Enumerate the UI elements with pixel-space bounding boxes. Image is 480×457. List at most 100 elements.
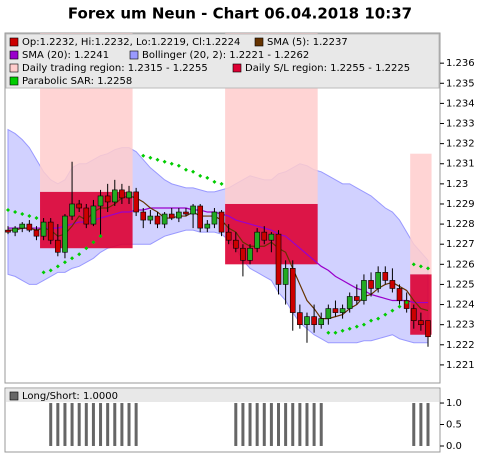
sar-dot (340, 328, 345, 333)
long-short-bar (298, 403, 302, 446)
candle-body (190, 205, 196, 215)
candle-body (368, 280, 374, 289)
legend-swatch (232, 63, 242, 73)
sar-dot (205, 175, 210, 180)
sar-dot (27, 214, 32, 219)
sar-dot (148, 155, 153, 160)
long-short-bar (262, 403, 266, 446)
sar-dot (98, 234, 103, 239)
long-short-bar (134, 403, 138, 446)
candle-body (5, 229, 11, 233)
long-short-bar (63, 403, 67, 446)
y-tick-label: 1.227 (446, 239, 475, 250)
candle-body (403, 300, 410, 309)
candle-body (147, 215, 154, 221)
candle-body (254, 231, 260, 249)
lower-y-tick-label: 1.0 (446, 398, 462, 409)
sar-dot (169, 161, 174, 166)
candle-body (119, 189, 125, 199)
candle-body (297, 312, 303, 325)
candle-body (83, 207, 90, 225)
sar-dot (91, 240, 96, 245)
y-tick-label: 1.234 (446, 98, 475, 109)
candle-body (33, 229, 40, 237)
long-short-bar (56, 403, 60, 446)
sar-dot (84, 246, 89, 251)
legend-text: SMA (5): 1.2237 (267, 37, 348, 48)
sar-dot (34, 216, 39, 221)
sar-dot (326, 330, 331, 335)
candle-body (211, 211, 218, 225)
long-short-bar (234, 403, 238, 446)
candle-body (361, 280, 367, 301)
candle-body (282, 268, 289, 285)
long-short-bar (99, 403, 103, 446)
candle-body (104, 195, 111, 203)
legend-swatch (9, 63, 19, 73)
legend-swatch (9, 50, 19, 60)
sar-dot (333, 330, 338, 335)
lower-legend-text: Long/Short: 1.0000 (22, 391, 118, 402)
candle-body (19, 223, 26, 229)
long-short-bar (241, 403, 245, 446)
candle-body (26, 223, 33, 231)
candle-body (247, 247, 253, 261)
candle-body (97, 195, 104, 207)
long-short-bar (127, 403, 131, 446)
y-tick-label: 1.236 (446, 58, 475, 69)
long-short-bar (419, 403, 423, 446)
legend-swatch (9, 76, 19, 86)
y-tick-label: 1.228 (446, 219, 475, 230)
long-short-bar (91, 403, 95, 446)
long-short-bar (277, 403, 281, 446)
long-short-bar (312, 403, 316, 446)
legend-text: Daily S/L region: 1.2255 - 1.2225 (245, 63, 410, 74)
candle-body (154, 215, 161, 225)
sar-dot (361, 322, 366, 327)
sar-dot (13, 210, 18, 215)
candle-body (12, 227, 18, 233)
sma20-line (8, 207, 428, 304)
sar-dot (212, 179, 217, 184)
sar-dot (6, 208, 10, 213)
candle-body (126, 191, 132, 199)
candle-body (425, 320, 431, 338)
candle-body (204, 223, 211, 229)
y-tick-label: 1.23 (446, 179, 468, 190)
candle-body (311, 316, 317, 325)
candle-body (396, 288, 403, 301)
sar-dot (426, 266, 430, 271)
candle-body (240, 247, 246, 261)
sar-dot (369, 318, 374, 323)
sar-dot (191, 169, 196, 174)
candle-body (111, 189, 118, 203)
y-tick-label: 1.223 (446, 320, 475, 331)
sar-dot (77, 252, 82, 257)
sar-dot (397, 304, 402, 309)
sar-dot (48, 268, 53, 273)
sar-dot (20, 212, 25, 217)
sar-dot (155, 157, 160, 162)
sar-dot (404, 300, 409, 305)
chart-title: Forex um Neun - Chart 06.04.2018 10:37 (68, 5, 412, 23)
candle-body (339, 308, 346, 313)
candle-body (304, 316, 310, 325)
candle-body (325, 308, 332, 319)
y-tick-label: 1.225 (446, 279, 475, 290)
sar-dot (183, 167, 188, 172)
legend-text: Daily trading region: 1.2315 - 1.2255 (22, 63, 208, 74)
candle-body (47, 221, 54, 241)
legend-swatch (254, 37, 264, 47)
legend-swatch (9, 37, 19, 47)
candle-body (225, 231, 232, 241)
long-short-bar (255, 403, 259, 446)
candle-body (40, 221, 47, 237)
sar-dot (162, 159, 167, 164)
long-short-bar (291, 403, 295, 446)
candle-body (232, 239, 239, 249)
sar-dot (141, 153, 146, 158)
sar-dot (411, 262, 416, 267)
long-short-bar (113, 403, 117, 446)
y-tick-label: 1.226 (446, 259, 475, 270)
legend-swatch (129, 50, 139, 60)
